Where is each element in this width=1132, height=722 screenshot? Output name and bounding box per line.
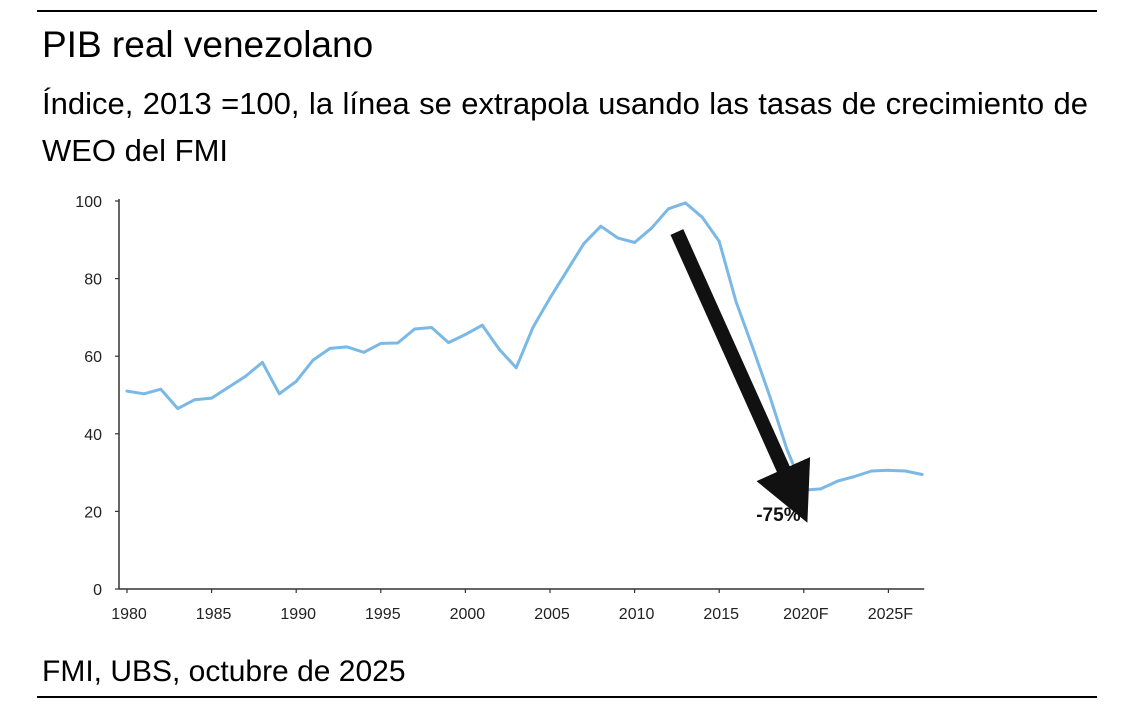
data-point — [514, 366, 518, 370]
x-tick-label: 1990 — [280, 606, 316, 623]
data-point — [650, 226, 653, 230]
data-point — [125, 389, 129, 393]
data-point — [836, 479, 839, 483]
data-point — [667, 207, 670, 211]
data-point — [430, 326, 433, 329]
y-tick-label: 60 — [84, 349, 102, 366]
data-point — [768, 395, 772, 399]
data-point — [210, 396, 214, 400]
data-point — [887, 468, 890, 472]
x-tick-label: 1985 — [196, 606, 232, 623]
data-point — [785, 447, 789, 451]
data-point — [819, 487, 823, 491]
series-line — [125, 201, 924, 492]
x-tick-label: 1995 — [365, 606, 401, 623]
data-point — [311, 358, 315, 362]
chart-title: PIB real venezolano — [42, 24, 374, 65]
data-point — [294, 380, 298, 383]
x-tick-label: 2000 — [450, 606, 486, 623]
x-tick-label: 2015 — [703, 606, 739, 623]
y-tick-label: 0 — [93, 582, 102, 599]
data-point — [700, 215, 704, 219]
data-point — [497, 347, 501, 351]
data-point — [396, 341, 400, 345]
data-point — [362, 350, 366, 354]
data-point — [599, 224, 603, 228]
y-tick-label: 20 — [84, 504, 102, 521]
data-point — [751, 347, 755, 350]
data-point — [802, 488, 806, 492]
data-point — [480, 323, 484, 327]
data-point — [159, 387, 163, 391]
data-point — [684, 201, 687, 205]
x-tick-label: 1980 — [111, 606, 147, 623]
data-point — [870, 469, 873, 473]
y-tick-label: 80 — [84, 272, 102, 289]
data-point — [193, 398, 197, 402]
data-point — [176, 407, 180, 410]
data-point — [142, 392, 146, 396]
data-point — [853, 475, 856, 478]
data-point — [531, 325, 535, 329]
x-tick-label: 2025F — [868, 606, 914, 623]
top-rule — [37, 10, 1097, 12]
data-point — [717, 240, 721, 243]
data-point — [328, 347, 332, 350]
y-tick-label: 100 — [75, 194, 102, 211]
data-point — [548, 296, 552, 300]
data-point — [413, 327, 416, 331]
decline-label: -75% — [756, 505, 800, 526]
chart-subtitle: Índice, 2013 =100, la línea se extrapola… — [42, 86, 1088, 168]
data-point — [464, 333, 467, 336]
data-point — [565, 269, 569, 273]
data-point — [345, 345, 349, 349]
data-point — [244, 375, 247, 378]
y-tick-label: 40 — [84, 427, 102, 444]
data-point — [379, 342, 383, 345]
x-tick-label: 2010 — [619, 606, 655, 623]
x-tick-label: 2020F — [783, 606, 829, 623]
bottom-rule — [37, 696, 1097, 698]
source-note: FMI, UBS, octubre de 2025 — [42, 655, 406, 688]
data-point — [633, 241, 636, 244]
x-tick-label: 2005 — [534, 606, 570, 623]
decline-arrow — [670, 229, 811, 523]
data-point — [277, 392, 281, 396]
data-point — [616, 236, 620, 240]
data-point — [447, 341, 450, 344]
data-point — [734, 300, 738, 304]
data-point — [261, 361, 264, 364]
data-point — [920, 473, 924, 476]
data-point — [903, 469, 907, 473]
data-point — [582, 242, 586, 246]
data-point — [227, 385, 230, 389]
